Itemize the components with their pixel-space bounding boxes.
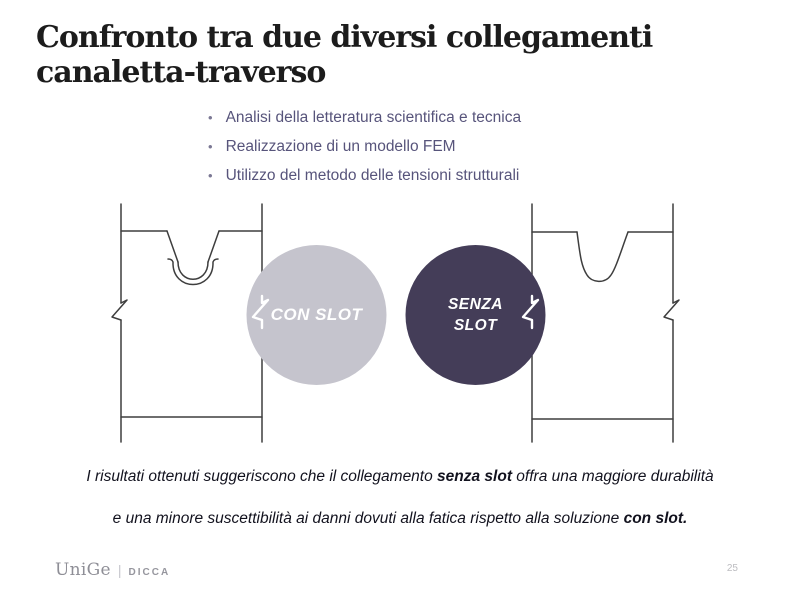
conclusion-segment: e una minore suscettibilità ai danni dov… <box>112 510 624 527</box>
conclusion-bold-senza-slot: senza slot <box>437 468 512 485</box>
bullet-dot-icon: • <box>208 168 213 183</box>
senza-slot-circle <box>405 245 546 385</box>
page-number: 25 <box>726 563 738 574</box>
footer-department: DICCA <box>128 567 171 578</box>
bullet-text: Analisi della letteratura scientifica e … <box>225 109 522 126</box>
bullet-item: • Analisi della letteratura scientifica … <box>208 108 521 127</box>
con-slot-label: CON SLOT <box>246 245 387 385</box>
senza-slot-label-line2: SLOT <box>453 317 498 334</box>
conclusion-text: I risultati ottenuti suggeriscono che il… <box>0 456 800 540</box>
bullet-dot-icon: • <box>208 139 213 154</box>
slide-title-line2: canaletta-traverso <box>36 55 326 90</box>
bullet-item: • Realizzazione di un modello FEM <box>208 137 521 156</box>
bullet-dot-icon: • <box>208 110 213 125</box>
left-channel-drawing <box>111 203 263 443</box>
slide-title: Confronto tra due diversi collegamenti c… <box>36 20 653 90</box>
right-channel-drawing <box>531 203 680 443</box>
break-symbol-icon <box>111 299 128 321</box>
bullet-list: • Analisi della letteratura scientifica … <box>208 108 521 195</box>
conclusion-segment: I risultati ottenuti suggeriscono che il… <box>86 468 438 485</box>
conclusion-line2: e una minore suscettibilità ai danni dov… <box>0 498 800 540</box>
slide-title-line1: Confronto tra due diversi collegamenti <box>36 20 653 55</box>
bullet-text: Realizzazione di un modello FEM <box>225 138 456 155</box>
slot-weld-outer-arc <box>167 258 219 286</box>
footer-brand: UniGe <box>55 560 111 580</box>
break-symbol-icon <box>251 294 270 330</box>
conclusion-bold-con-slot: con slot. <box>623 510 688 527</box>
senza-slot-label: SENZA SLOT <box>405 245 546 385</box>
break-symbol-overlays <box>251 294 540 330</box>
break-symbol-icon <box>663 299 680 321</box>
break-symbol-icon <box>521 294 540 330</box>
conclusion-segment: offra una maggiore durabilità <box>512 468 714 485</box>
footer-separator: | <box>117 562 122 578</box>
slot-weld-inner-arc <box>177 261 209 280</box>
bullet-text: Utilizzo del metodo delle tensioni strut… <box>225 167 520 184</box>
conclusion-line1: I risultati ottenuti suggeriscono che il… <box>0 456 800 498</box>
bullet-item: • Utilizzo del metodo delle tensioni str… <box>208 166 521 185</box>
senza-slot-label-line1: SENZA <box>447 296 504 313</box>
con-slot-label-text: CON SLOT <box>270 305 363 324</box>
footer: UniGe | DICCA <box>55 560 170 580</box>
con-slot-circle <box>246 245 387 385</box>
groove-curve <box>576 231 629 283</box>
